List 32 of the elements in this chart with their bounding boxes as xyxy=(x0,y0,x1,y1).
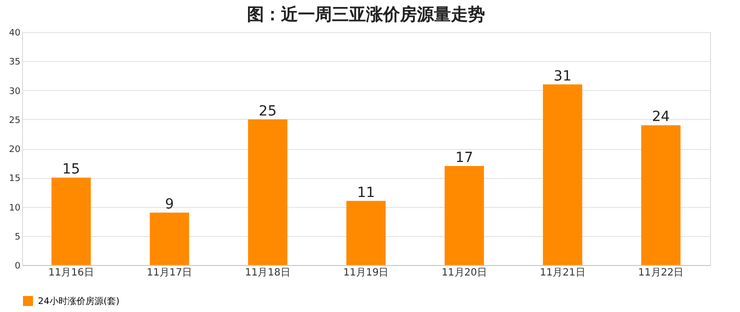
x-tick-label: 11月18日 xyxy=(244,268,290,278)
y-tick-label: 15 xyxy=(9,174,20,184)
x-tick-label: 11月17日 xyxy=(146,268,192,278)
x-tick-label: 11月21日 xyxy=(540,268,586,278)
bar xyxy=(51,178,91,265)
bar xyxy=(150,212,190,265)
bar xyxy=(248,119,288,265)
x-tick-label: 11月20日 xyxy=(442,268,488,278)
legend-label: 24小时涨价房源(套) xyxy=(38,296,120,307)
y-tick-label: 40 xyxy=(9,28,21,38)
x-tick-label: 11月16日 xyxy=(48,268,94,278)
y-tick-label: 5 xyxy=(14,232,20,242)
x-tick-label: 11月22日 xyxy=(638,268,684,278)
bar xyxy=(346,200,386,265)
data-label: 9 xyxy=(164,196,174,213)
data-label: 17 xyxy=(455,150,474,166)
y-tick-label: 0 xyxy=(14,262,21,272)
y-tick-label: 20 xyxy=(9,145,21,155)
bar xyxy=(542,84,582,265)
data-label: 15 xyxy=(62,162,80,178)
y-tick-label: 30 xyxy=(9,86,21,97)
y-tick-label: 35 xyxy=(9,58,20,68)
y-tick-label: 25 xyxy=(9,116,20,126)
data-label: 11 xyxy=(357,184,375,201)
data-label: 31 xyxy=(554,68,572,84)
x-tick-label: 11月19日 xyxy=(343,268,389,278)
bar xyxy=(641,125,681,265)
bar xyxy=(444,166,484,265)
data-label: 25 xyxy=(258,103,277,120)
data-label: 24 xyxy=(652,109,670,126)
chart-title: 图：近一周三亚涨价房源量走势 xyxy=(247,5,485,25)
y-tick-label: 10 xyxy=(9,203,21,214)
